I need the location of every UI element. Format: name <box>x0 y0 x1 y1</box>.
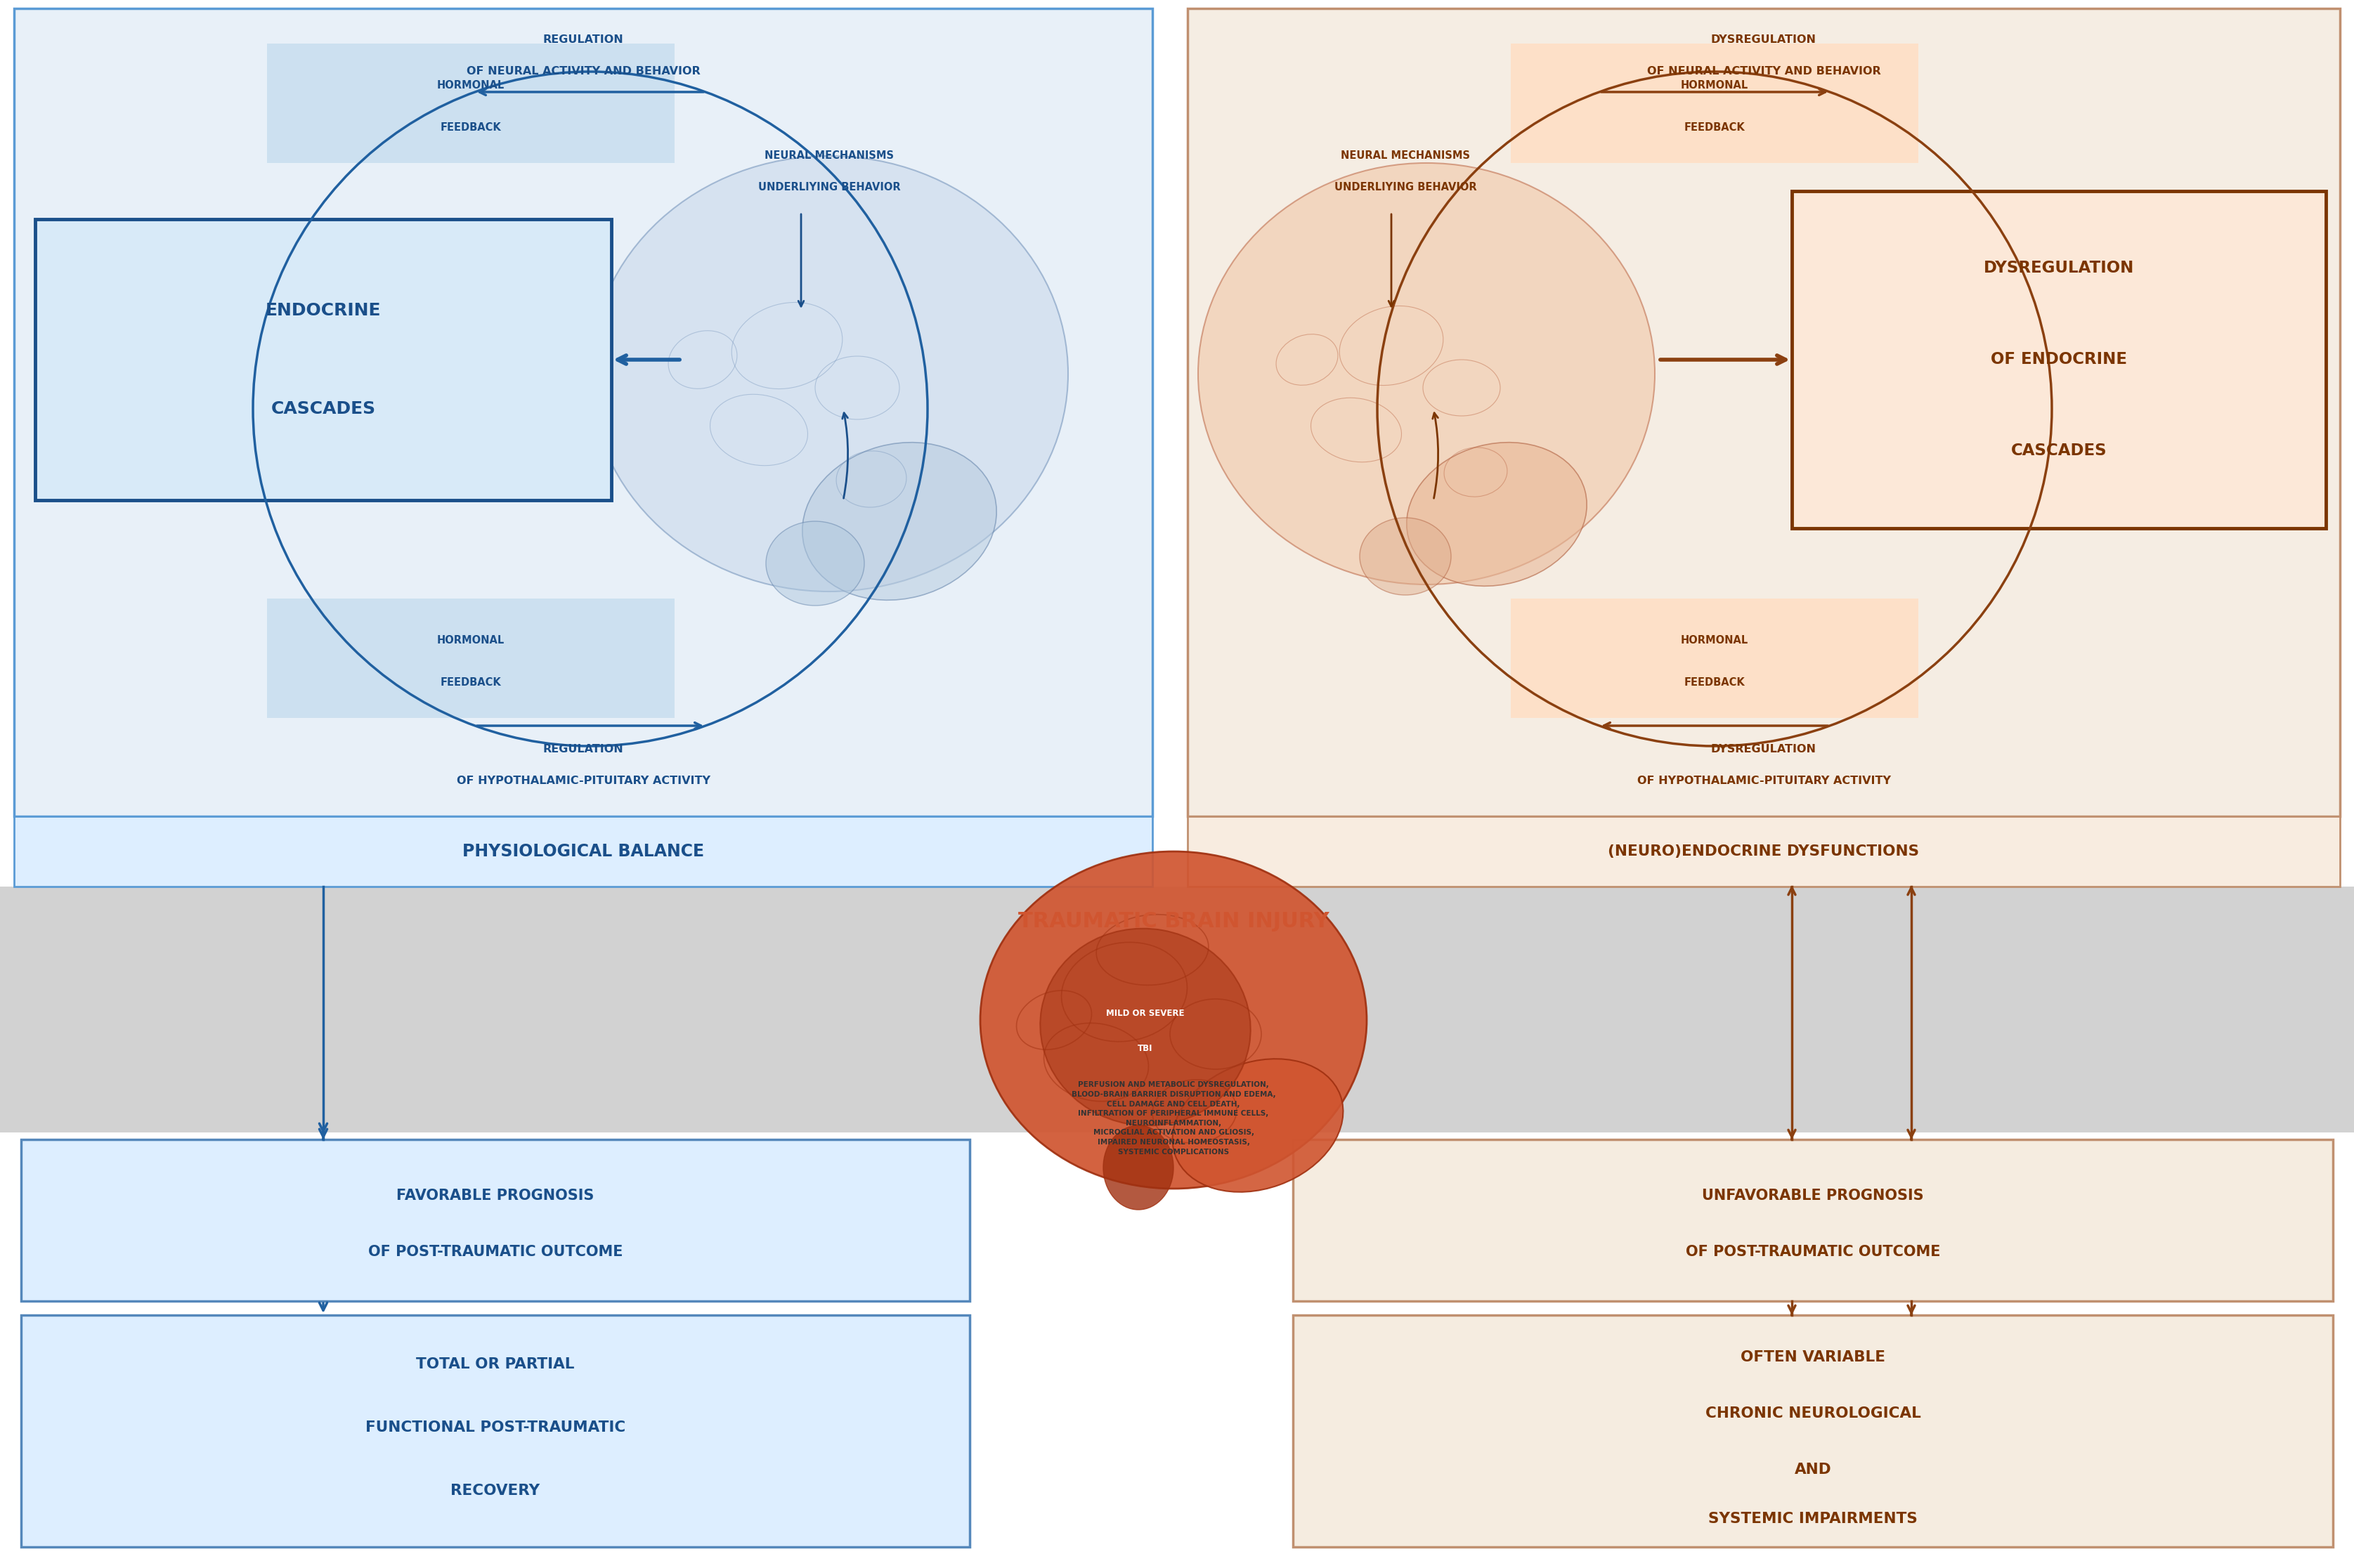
Text: ENDOCRINE: ENDOCRINE <box>266 303 381 318</box>
Bar <box>266 44 676 163</box>
Bar <box>21 1140 970 1301</box>
Text: DYSREGULATION: DYSREGULATION <box>1711 34 1817 45</box>
Ellipse shape <box>765 521 864 605</box>
Ellipse shape <box>1040 928 1250 1126</box>
Bar <box>0 886 2354 1132</box>
Text: FEEDBACK: FEEDBACK <box>440 677 501 688</box>
Bar <box>1186 8 2340 817</box>
Ellipse shape <box>591 155 1069 591</box>
Bar <box>1292 1316 2333 1548</box>
Text: HORMONAL: HORMONAL <box>1681 635 1749 646</box>
Bar <box>1292 1140 2333 1301</box>
Text: TBI: TBI <box>1137 1044 1153 1052</box>
Ellipse shape <box>1104 1126 1175 1210</box>
Text: OF ENDOCRINE: OF ENDOCRINE <box>1991 351 2128 368</box>
Ellipse shape <box>1361 517 1450 594</box>
Text: OFTEN VARIABLE: OFTEN VARIABLE <box>1740 1350 1886 1364</box>
Text: OF POST-TRAUMATIC OUTCOME: OF POST-TRAUMATIC OUTCOME <box>1685 1245 1940 1259</box>
Text: CASCADES: CASCADES <box>2010 442 2107 459</box>
Text: DYSREGULATION: DYSREGULATION <box>1711 745 1817 754</box>
Bar <box>266 599 676 718</box>
Text: TOTAL OR PARTIAL: TOTAL OR PARTIAL <box>417 1358 574 1372</box>
Text: OF HYPOTHALAMIC-PITUITARY ACTIVITY: OF HYPOTHALAMIC-PITUITARY ACTIVITY <box>457 776 711 787</box>
Text: FEEDBACK: FEEDBACK <box>1683 677 1744 688</box>
Text: (NEURO)ENDOCRINE DYSFUNCTIONS: (NEURO)ENDOCRINE DYSFUNCTIONS <box>1608 845 1919 858</box>
Text: HORMONAL: HORMONAL <box>1681 80 1749 91</box>
Text: RECOVERY: RECOVERY <box>450 1483 539 1497</box>
Text: SYSTEMIC IMPAIRMENTS: SYSTEMIC IMPAIRMENTS <box>1709 1512 1919 1526</box>
Text: CHRONIC NEUROLOGICAL: CHRONIC NEUROLOGICAL <box>1704 1406 1921 1421</box>
Ellipse shape <box>1198 163 1655 585</box>
Bar <box>1791 191 2326 528</box>
Ellipse shape <box>1172 1058 1344 1192</box>
Text: PHYSIOLOGICAL BALANCE: PHYSIOLOGICAL BALANCE <box>461 844 704 859</box>
Bar <box>21 1316 970 1548</box>
Text: OF NEURAL ACTIVITY AND BEHAVIOR: OF NEURAL ACTIVITY AND BEHAVIOR <box>466 66 699 77</box>
Text: HORMONAL: HORMONAL <box>438 635 504 646</box>
Bar <box>1511 599 1919 718</box>
Bar <box>35 220 612 500</box>
Text: OF HYPOTHALAMIC-PITUITARY ACTIVITY: OF HYPOTHALAMIC-PITUITARY ACTIVITY <box>1636 776 1890 787</box>
Text: TRAUMATIC BRAIN INJURY: TRAUMATIC BRAIN INJURY <box>1017 911 1330 931</box>
Text: NEURAL MECHANISMS: NEURAL MECHANISMS <box>765 151 895 162</box>
Text: UNFAVORABLE PROGNOSIS: UNFAVORABLE PROGNOSIS <box>1702 1189 1923 1203</box>
Bar <box>14 817 1153 886</box>
Bar <box>1511 44 1919 163</box>
Text: REGULATION: REGULATION <box>544 745 624 754</box>
Text: CASCADES: CASCADES <box>271 400 377 417</box>
Text: PERFUSION AND METABOLIC DYSREGULATION,
BLOOD-BRAIN BARRIER DISRUPTION AND EDEMA,: PERFUSION AND METABOLIC DYSREGULATION, B… <box>1071 1082 1276 1156</box>
Text: FAVORABLE PROGNOSIS: FAVORABLE PROGNOSIS <box>395 1189 593 1203</box>
Text: OF POST-TRAUMATIC OUTCOME: OF POST-TRAUMATIC OUTCOME <box>367 1245 624 1259</box>
Text: MILD OR SEVERE: MILD OR SEVERE <box>1106 1008 1184 1018</box>
Text: FEEDBACK: FEEDBACK <box>440 122 501 133</box>
Text: UNDERLIYING BEHAVIOR: UNDERLIYING BEHAVIOR <box>1335 182 1476 193</box>
Text: DYSREGULATION: DYSREGULATION <box>1984 260 2135 276</box>
Ellipse shape <box>1408 442 1587 586</box>
Text: FUNCTIONAL POST-TRAUMATIC: FUNCTIONAL POST-TRAUMATIC <box>365 1421 626 1435</box>
Text: AND: AND <box>1794 1463 1831 1477</box>
Text: FEEDBACK: FEEDBACK <box>1683 122 1744 133</box>
Text: OF NEURAL ACTIVITY AND BEHAVIOR: OF NEURAL ACTIVITY AND BEHAVIOR <box>1648 66 1881 77</box>
Text: NEURAL MECHANISMS: NEURAL MECHANISMS <box>1342 151 1469 162</box>
Text: HORMONAL: HORMONAL <box>438 80 504 91</box>
Text: REGULATION: REGULATION <box>544 34 624 45</box>
Bar <box>1186 817 2340 886</box>
Bar <box>14 8 1153 817</box>
Text: UNDERLIYING BEHAVIOR: UNDERLIYING BEHAVIOR <box>758 182 899 193</box>
Ellipse shape <box>979 851 1368 1189</box>
Ellipse shape <box>803 442 996 601</box>
